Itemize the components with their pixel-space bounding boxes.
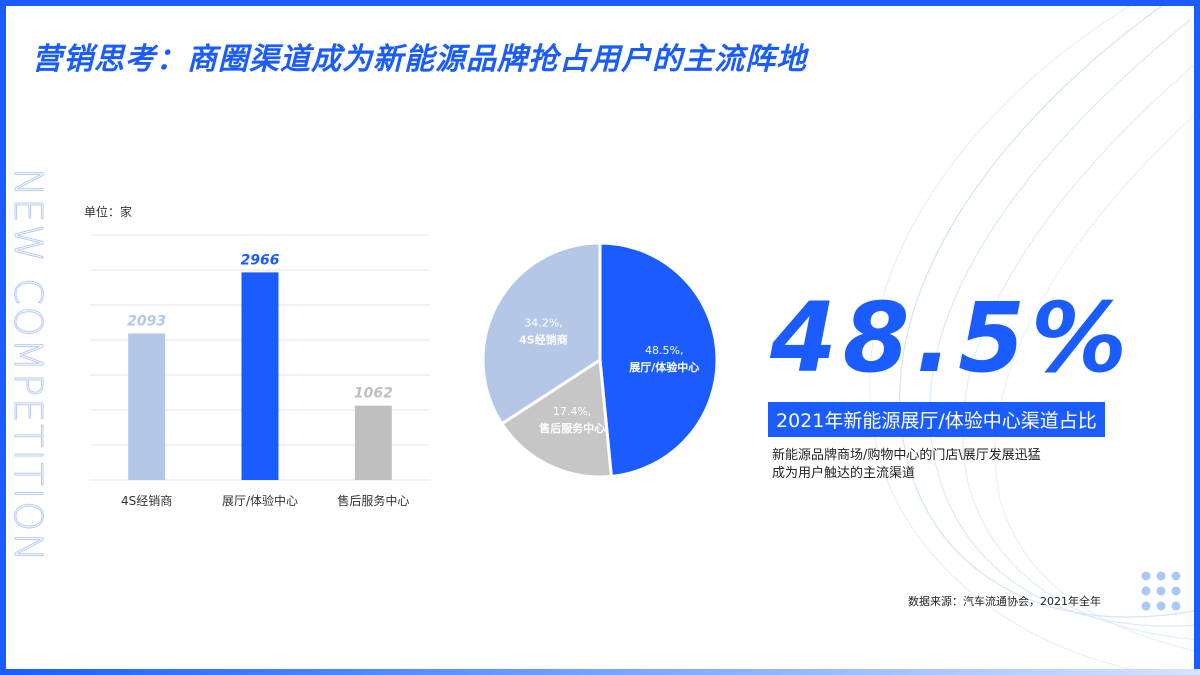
- bar: [354, 405, 392, 480]
- slide-frame-bottom: [0, 669, 1200, 675]
- bar: [128, 333, 166, 480]
- bar-chart: 2093 4S经销商 2966 展厅/体验中心 1062 售后服务中心: [90, 234, 430, 508]
- pie-slice: [598, 241, 719, 479]
- highlight-description-line: 新能源品牌商场/购物中心的门店\展厅发展迅猛: [772, 448, 1041, 463]
- pie-category-label: 展厅/体验中心: [628, 360, 699, 374]
- pie-category-label: 售后服务中心: [538, 421, 605, 435]
- pie-chart: 48.5%, 展厅/体验中心 17.4%, 售后服务中心 34.2%, 4S经销商: [481, 241, 719, 479]
- pie-percent-label: 17.4%,: [553, 405, 591, 418]
- pie-percent-label: 48.5%,: [645, 344, 683, 357]
- highlight-label: 2021年新能源展厅/体验中心渠道占比: [768, 402, 1105, 437]
- pie-percent-label: 34.2%,: [524, 316, 562, 329]
- highlight-value: 48.5%: [770, 282, 1134, 394]
- side-decoration-text: NEW COMPETITION: [6, 168, 51, 564]
- x-tick-label: 展厅/体验中心: [222, 493, 298, 508]
- x-tick-label: 4S经销商: [121, 493, 172, 508]
- pie-category-label: 4S经销商: [519, 332, 568, 346]
- dot-grid-decoration: [1141, 571, 1181, 611]
- bar-value-label: 2966: [241, 252, 280, 268]
- bar-value-label: 2093: [127, 313, 166, 329]
- pie-slice: [499, 357, 614, 479]
- pie-slice: [481, 241, 602, 426]
- chart-unit-label: 单位：家: [84, 205, 133, 219]
- data-source: 数据来源：汽车流通协会，2021年全年: [908, 595, 1101, 608]
- bar: [241, 272, 279, 480]
- page-title: 营销思考：商圈渠道成为新能源品牌抢占用户的主流阵地: [32, 42, 807, 77]
- x-tick-label: 售后服务中心: [337, 493, 409, 508]
- highlight-description: 新能源品牌商场/购物中心的门店\展厅发展迅猛 成为用户触达的主流渠道: [772, 447, 1041, 483]
- highlight-description-line: 成为用户触达的主流渠道: [772, 466, 916, 481]
- bar-value-label: 1062: [354, 386, 393, 402]
